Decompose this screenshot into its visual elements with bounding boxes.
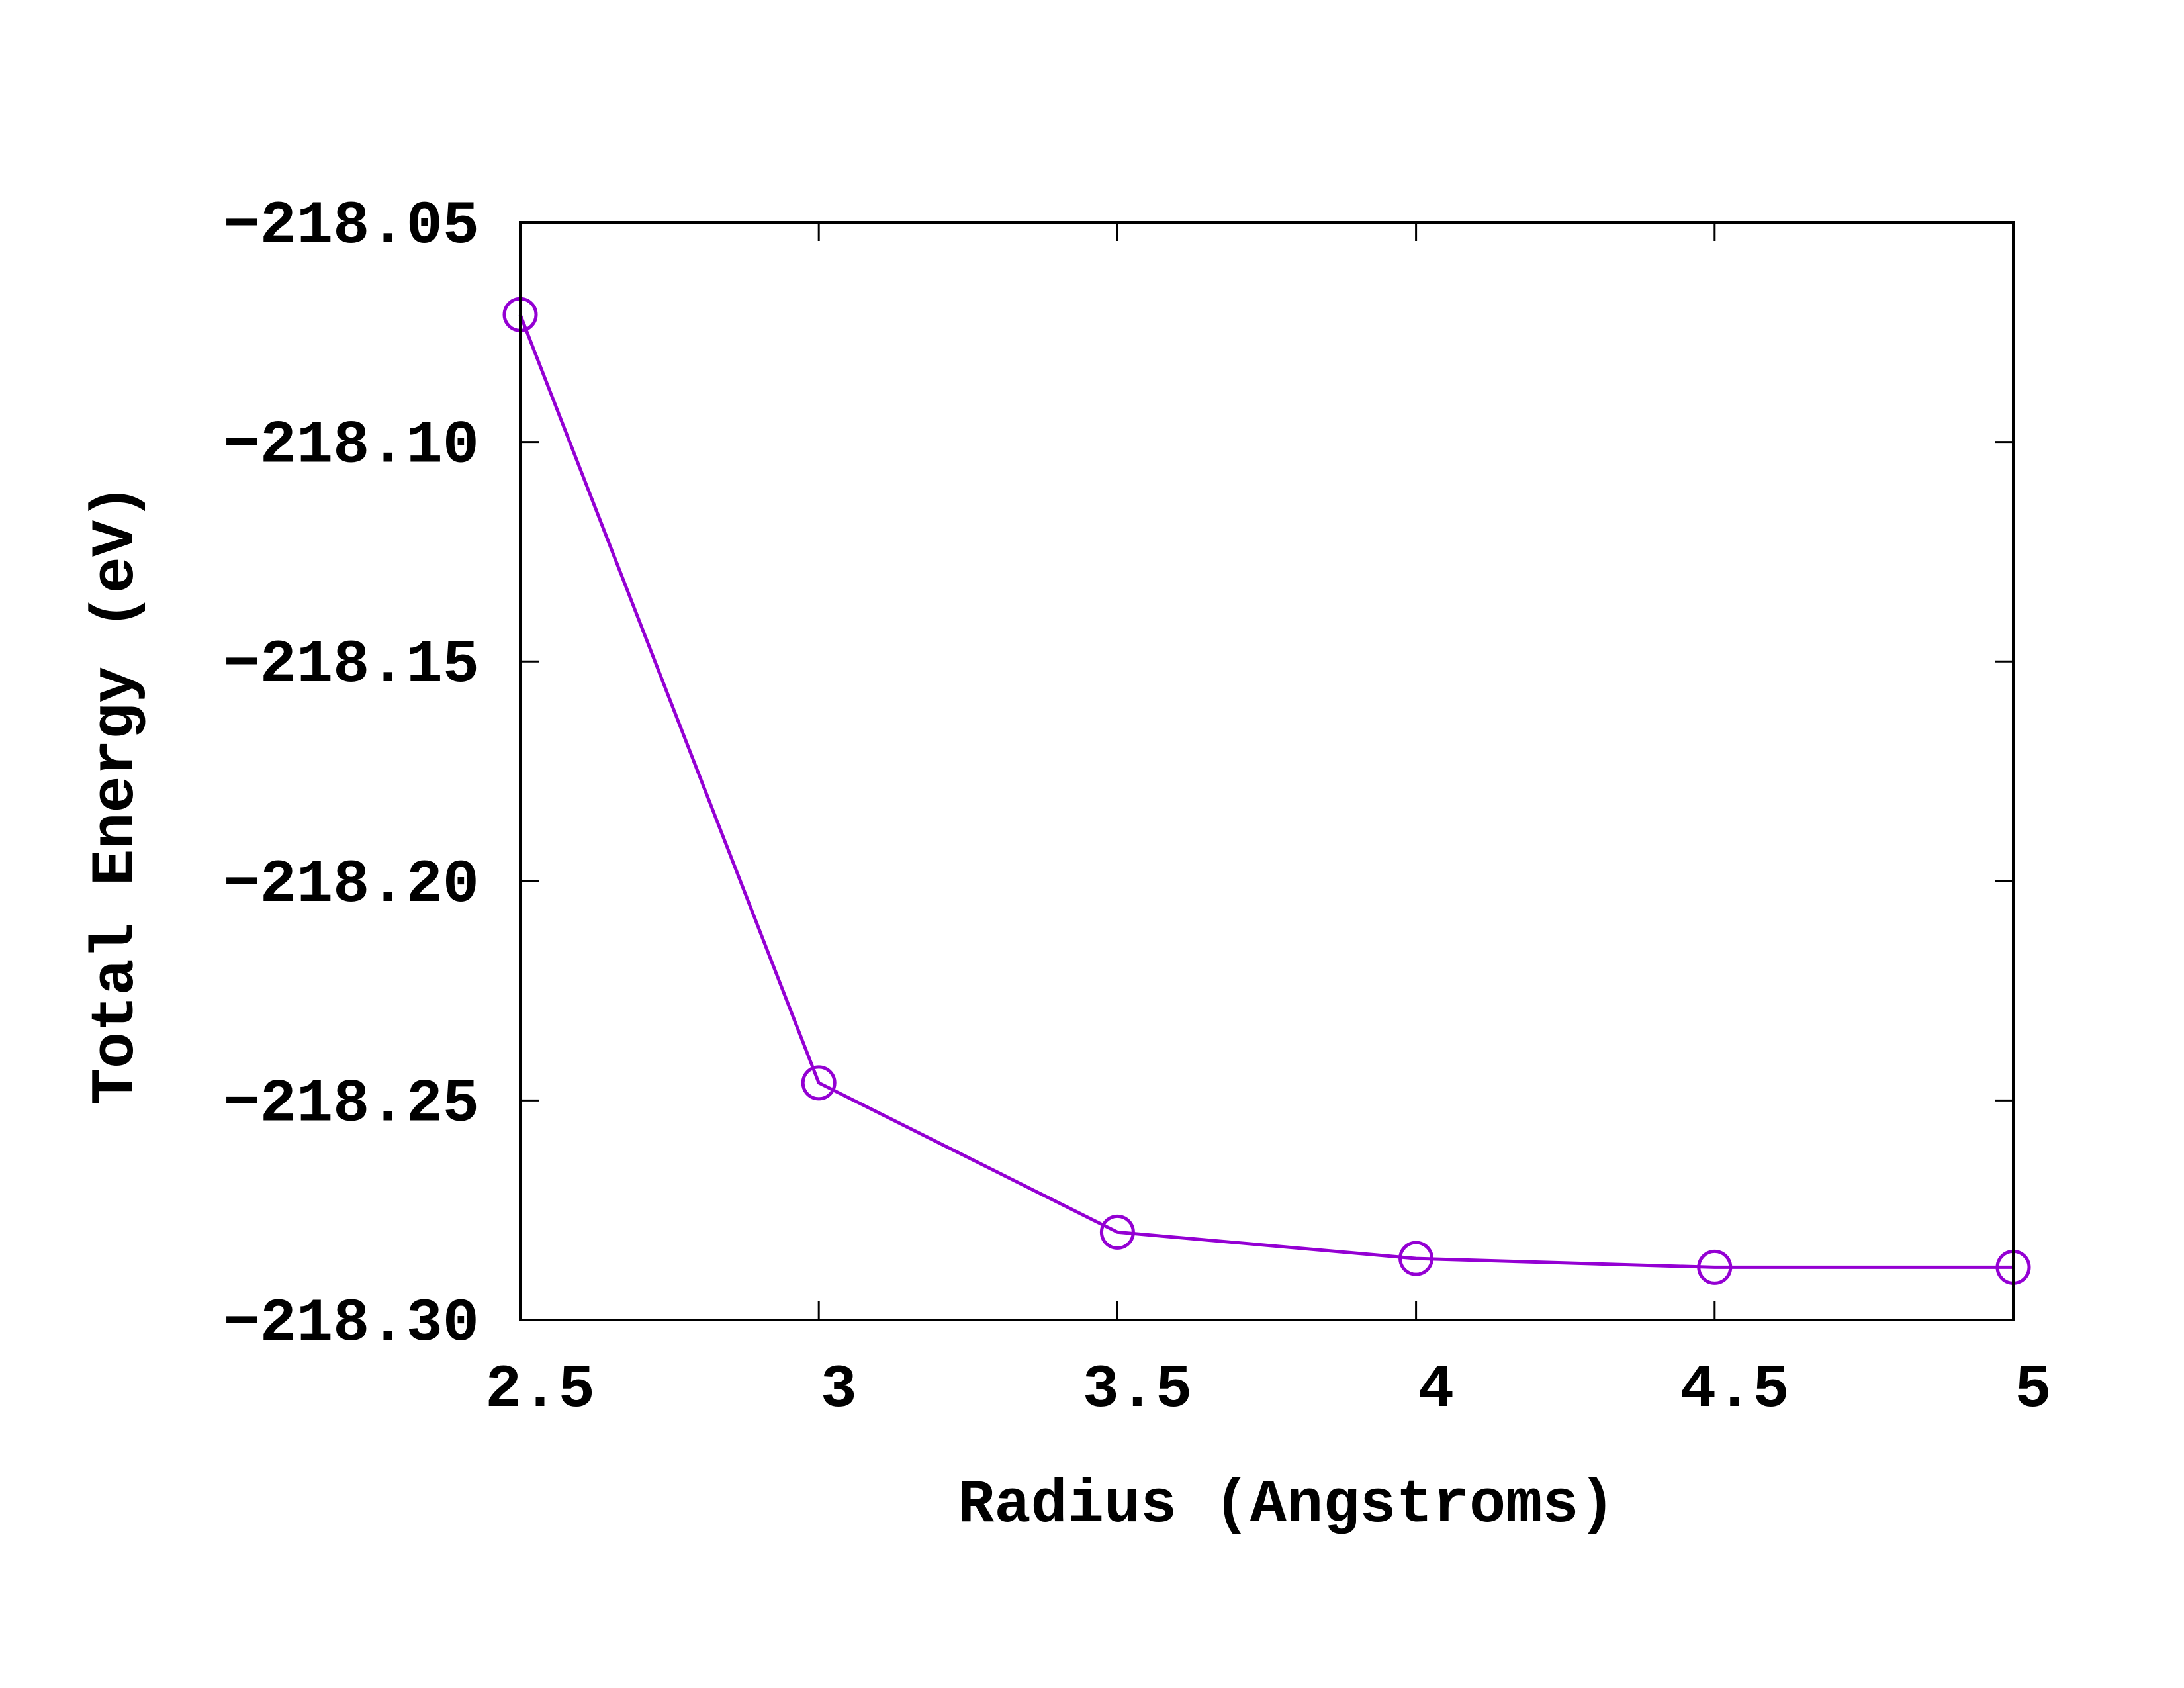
- x-axis-title: Radius (Angstroms): [958, 1470, 1615, 1540]
- x-tick-label: 4.5: [1680, 1355, 1790, 1425]
- y-tick-label: −218.10: [224, 411, 479, 481]
- data-point: [1099, 1214, 1135, 1250]
- y-tick-label: −218.15: [224, 630, 479, 700]
- data-point: [1398, 1241, 1434, 1276]
- x-tick-label: 3.5: [1083, 1355, 1193, 1425]
- plot-frame: [519, 221, 2015, 1321]
- y-tick-label: −218.20: [224, 850, 479, 919]
- y-axis-ticks: −218.05 −218.10 −218.15 −218.20 −218.25 −218.…: [224, 191, 2013, 1358]
- y-tick-label: −218.25: [224, 1069, 479, 1139]
- data-point: [1697, 1249, 1733, 1285]
- x-tick-label: 3: [821, 1355, 857, 1425]
- x-tick-label: 2.5: [485, 1355, 595, 1425]
- x-axis-ticks: 2.5 3 3.5 4 4.5 5: [485, 222, 2052, 1425]
- y-tick-label: −218.05: [224, 191, 479, 261]
- y-tick-label: −218.30: [224, 1289, 479, 1358]
- x-tick-label: 5: [2015, 1355, 2051, 1425]
- series-line: [518, 314, 2013, 1269]
- data-point: [801, 1065, 837, 1101]
- y-axis-title: Total Energy (eV): [81, 484, 151, 1105]
- x-tick-label: 4: [1418, 1355, 1454, 1425]
